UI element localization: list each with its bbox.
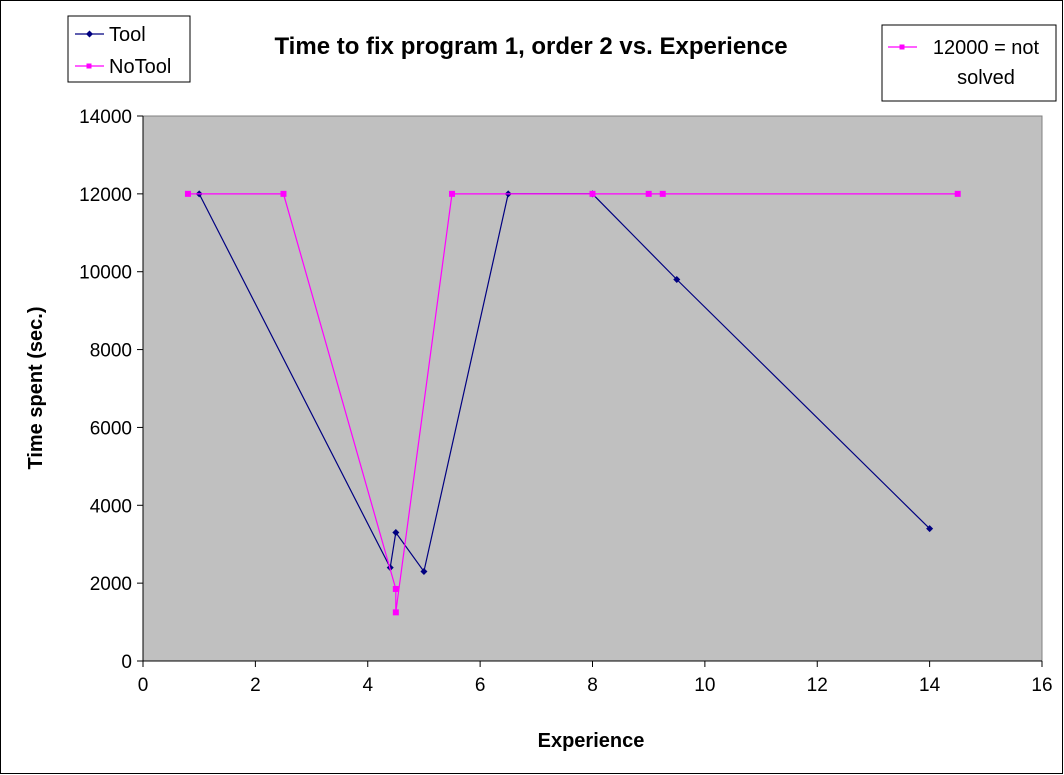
legend-label-tool: Tool bbox=[109, 24, 146, 46]
legend-marker-notool bbox=[86, 63, 92, 69]
x-axis-title: Experience bbox=[538, 730, 645, 752]
x-tick-label: 2 bbox=[250, 675, 261, 696]
plot-area bbox=[142, 115, 1043, 662]
legend-marker-tool bbox=[86, 30, 93, 38]
x-tick-label: 14 bbox=[919, 675, 941, 696]
x-tick-label: 0 bbox=[138, 675, 149, 696]
y-tick-label: 10000 bbox=[79, 263, 132, 284]
data-point-notool bbox=[392, 585, 399, 592]
x-tick-label: 16 bbox=[1031, 675, 1052, 696]
chart-title: Time to fix program 1, order 2 vs. Exper… bbox=[274, 33, 787, 60]
data-point-tool bbox=[420, 567, 428, 575]
series-line-tool bbox=[198, 193, 931, 573]
data-point-notool bbox=[280, 190, 287, 197]
y-tick-label: 8000 bbox=[90, 341, 132, 362]
y-axis-title: Time spent (sec.) bbox=[25, 306, 47, 469]
legend-box bbox=[67, 15, 191, 83]
x-tick-label: 8 bbox=[587, 675, 598, 696]
data-point-notool bbox=[589, 190, 596, 197]
legend-label-notool: NoTool bbox=[109, 56, 171, 78]
legend: Tool NoTool bbox=[67, 15, 191, 83]
y-tick-label: 4000 bbox=[90, 496, 132, 517]
x-tick-label: 4 bbox=[362, 675, 373, 696]
axes: 0 2000 4000 6000 8000 10000 12000 14000 0 2 4 6 8 10 1… bbox=[79, 107, 1052, 696]
data-point-notool bbox=[392, 609, 399, 616]
data-point-notool bbox=[184, 190, 191, 197]
y-tick-label: 12000 bbox=[79, 185, 132, 206]
y-tick-label: 0 bbox=[121, 652, 132, 673]
y-tick-label: 6000 bbox=[90, 418, 132, 439]
data-point-notool bbox=[659, 190, 666, 197]
annotation-legend-marker bbox=[899, 44, 905, 50]
x-tick-label: 12 bbox=[807, 675, 828, 696]
data-point-tool bbox=[926, 525, 934, 533]
y-tick-label: 2000 bbox=[90, 574, 132, 595]
x-tick-label: 10 bbox=[694, 675, 715, 696]
data-point-notool bbox=[449, 190, 456, 197]
data-point-notool bbox=[645, 190, 652, 197]
annotation-legend-text-line2: solved bbox=[957, 67, 1015, 89]
data-point-tool bbox=[673, 276, 681, 283]
data-point-tool bbox=[392, 529, 400, 537]
x-tick-label: 6 bbox=[475, 675, 486, 696]
series-layer bbox=[184, 190, 961, 616]
y-tick-label: 14000 bbox=[79, 107, 132, 128]
annotation-legend-text-line1: 12000 = not bbox=[933, 37, 1040, 59]
annotation-legend: 12000 = not solved bbox=[881, 24, 1057, 102]
data-point-notool bbox=[954, 190, 961, 197]
annotation-legend-box bbox=[881, 24, 1057, 102]
